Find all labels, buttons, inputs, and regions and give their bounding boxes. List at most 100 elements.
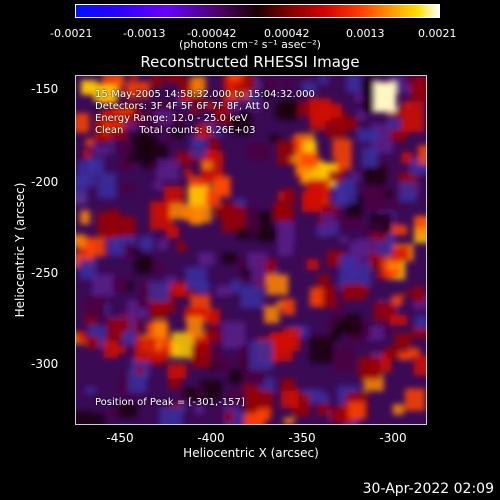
heatmap-pixel <box>116 403 138 418</box>
heatmap-pixel <box>76 175 88 205</box>
heatmap-pixel <box>152 360 161 367</box>
heatmap-pixel <box>149 201 174 230</box>
heatmap-pixel <box>137 296 148 309</box>
heatmap-pixel <box>85 296 107 319</box>
heatmap-pixel <box>249 340 273 371</box>
heatmap-pixel <box>380 189 393 198</box>
heatmap-pixel <box>299 152 319 168</box>
heatmap-pixel <box>167 363 187 379</box>
heatmap-pixel <box>211 128 224 136</box>
heatmap-pixel <box>369 254 382 270</box>
heatmap-pixel <box>156 109 174 125</box>
heatmap-pixel <box>96 212 115 235</box>
heatmap-pixel <box>235 198 246 207</box>
heatmap-pixel <box>176 241 186 252</box>
heatmap-pixel <box>390 315 408 326</box>
time-range-label: 15-May-2005 14:58:32.000 to 15:04:32.000 <box>95 89 315 100</box>
heatmap-pixel <box>171 332 194 359</box>
heatmap-pixel <box>189 107 201 115</box>
heatmap-pixel <box>402 290 411 297</box>
heatmap-pixel <box>199 311 214 321</box>
heatmap-pixel <box>280 388 299 409</box>
heatmap-pixel <box>164 137 173 144</box>
heatmap-pixel <box>240 275 250 283</box>
heatmap-pixel <box>341 215 362 229</box>
heatmap-pixel <box>132 249 142 256</box>
heatmap-pixel <box>399 182 417 202</box>
heatmap-pixel <box>361 147 378 168</box>
heatmap-pixel <box>97 172 117 199</box>
heatmap-pixel <box>321 213 335 230</box>
heatmap-pixel <box>203 101 215 109</box>
heatmap-pixel <box>257 228 278 243</box>
heatmap-pixel <box>361 78 378 98</box>
heatmap-pixel <box>153 181 163 190</box>
heatmap-pixel <box>82 149 91 159</box>
heatmap-pixel <box>281 378 295 391</box>
y-tick-label: -250 <box>31 266 59 280</box>
heatmap-pixel <box>195 124 212 139</box>
heatmap-pixel <box>357 128 379 143</box>
heatmap-pixel <box>392 294 403 306</box>
heatmap-pixel <box>205 189 221 207</box>
heatmap-pixel <box>306 259 319 270</box>
heatmap-pixel <box>88 336 97 344</box>
heatmap-pixel <box>334 347 355 373</box>
heatmap-pixel <box>154 349 169 363</box>
heatmap-pixel <box>410 78 426 101</box>
heatmap-pixel <box>201 161 213 170</box>
heatmap-pixel <box>76 331 86 343</box>
heatmap-pixel <box>266 274 289 295</box>
heatmap-pixel <box>92 145 109 155</box>
heatmap-pixel <box>128 369 147 393</box>
heatmap-pixel <box>200 380 223 401</box>
heatmap-pixel <box>259 89 271 100</box>
heatmap-pixel <box>198 252 215 266</box>
heatmap-pixel <box>157 239 168 251</box>
heatmap-pixel <box>317 274 330 284</box>
heatmap-pixel <box>415 315 426 330</box>
heatmap-pixel <box>269 134 281 143</box>
heatmap-pixel <box>216 285 232 297</box>
heatmap-pixel <box>309 336 334 364</box>
colorbar-tick: 0.0021 <box>418 27 457 40</box>
heatmap-pixel <box>415 216 426 229</box>
heatmap-pixel <box>377 271 387 279</box>
heatmap-pixel <box>337 117 358 131</box>
heatmap-pixel <box>215 206 224 218</box>
colorbar-tick: -0.0021 <box>50 27 93 40</box>
heatmap-pixel <box>227 389 246 405</box>
clean-counts-label: Clean Total counts: 8.26E+03 <box>95 125 256 136</box>
heatmap-pixel <box>124 282 134 291</box>
heatmap-pixel <box>372 203 382 211</box>
y-tick-label: -300 <box>31 357 59 371</box>
heatmap-pixel <box>112 276 127 292</box>
heatmap-pixel <box>362 97 376 113</box>
peak-emission <box>374 82 396 112</box>
heatmap-pixel <box>109 128 126 139</box>
heatmap-pixel <box>85 387 96 394</box>
heatmap-pixel <box>243 412 265 424</box>
heatmap-pixel <box>122 243 134 258</box>
heatmap-pixel <box>346 76 361 93</box>
heatmap-pixel <box>401 101 425 133</box>
heatmap-pixel <box>248 252 267 272</box>
heatmap-pixel <box>159 406 183 424</box>
heatmap-pixel <box>233 358 242 366</box>
detectors-label: Detectors: 3F 4F 5F 6F 7F 8F, Att 0 <box>95 101 270 112</box>
heatmap-pixel <box>389 196 399 209</box>
heatmap-pixel <box>134 89 145 96</box>
heatmap-pixel <box>107 408 119 416</box>
heatmap-pixel <box>281 80 292 89</box>
heatmap-pixel <box>85 138 94 147</box>
heatmap-pixel <box>108 238 125 256</box>
heatmap-pixel <box>139 235 154 251</box>
heatmap-pixel <box>196 283 210 293</box>
heatmap-pixel <box>126 122 138 131</box>
heatmap-pixel <box>277 220 295 243</box>
heatmap-pixel <box>92 413 106 424</box>
heatmap-pixel <box>335 297 348 309</box>
heatmap-pixel <box>290 156 301 164</box>
y-tick-label: -150 <box>31 82 59 96</box>
heatmap-pixel <box>319 393 330 403</box>
